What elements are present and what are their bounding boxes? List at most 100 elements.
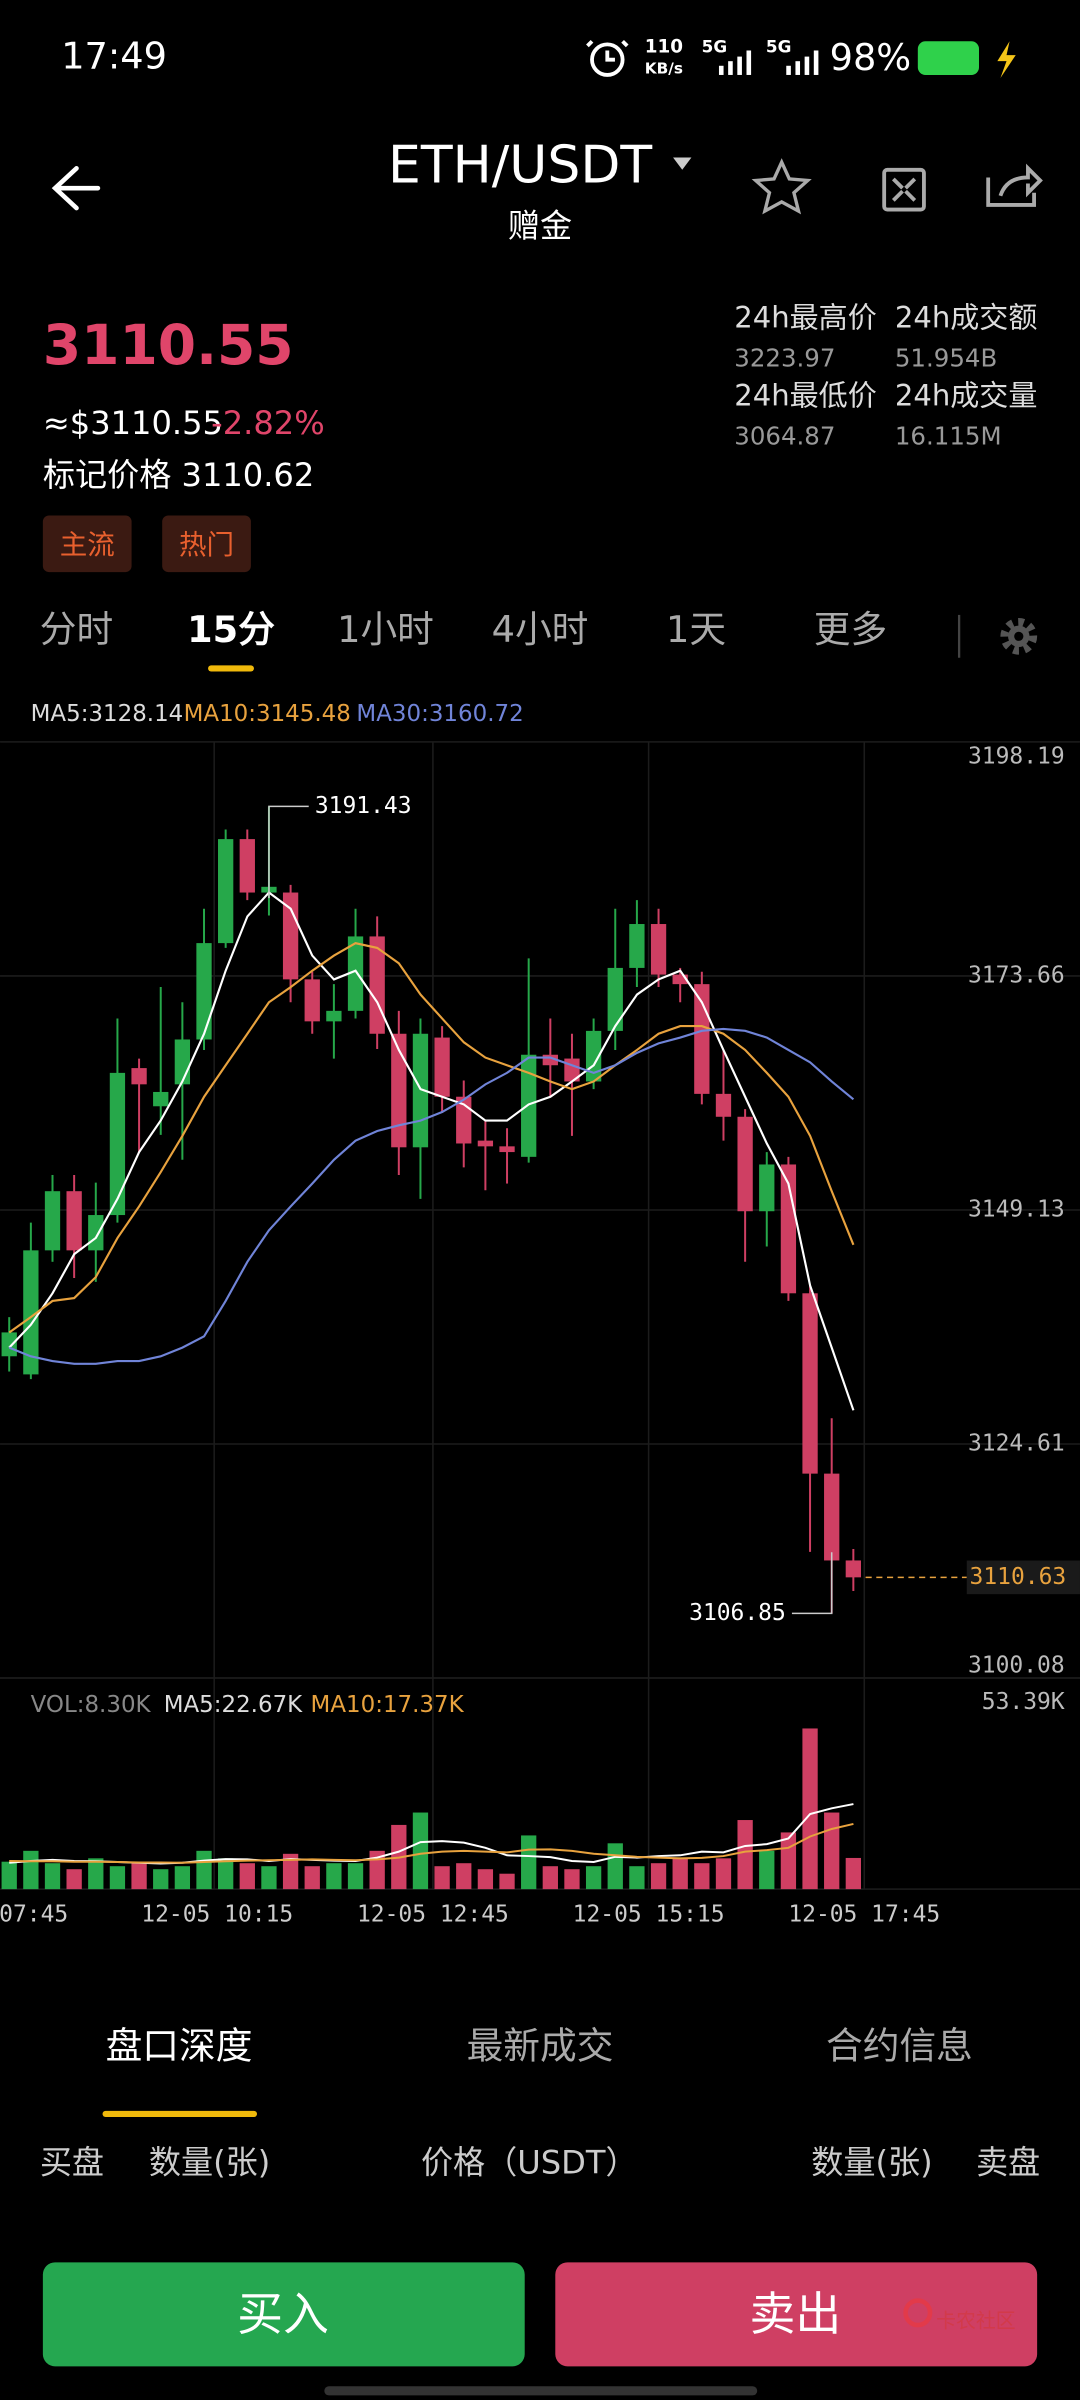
candle-body [715, 1093, 732, 1117]
watermark: 卡农社区 [936, 2309, 1016, 2332]
candle-body [347, 936, 364, 1011]
y-tick-label: 3149.13 [968, 1196, 1065, 1222]
stat-label: 24h最高价 [734, 301, 877, 335]
x-tick-label: 12-05 17:45 [788, 1902, 940, 1928]
volume-bar [672, 1858, 688, 1890]
dropdown-icon[interactable] [673, 157, 692, 170]
candle-body [672, 974, 688, 985]
candle-body [131, 1068, 147, 1085]
volume-bar [44, 1863, 61, 1890]
candle-body [650, 924, 667, 975]
interval-tab[interactable]: 1天 [666, 608, 726, 651]
column-header: 价格（USDT） [421, 2143, 638, 2181]
candle-body [218, 839, 234, 944]
tag-label: 主流 [60, 529, 115, 561]
volume-bar [412, 1812, 429, 1890]
net-speed-unit: KB/s [645, 59, 683, 77]
candle-body [109, 1072, 126, 1216]
buy-button[interactable] [42, 2262, 525, 2367]
interval-tab[interactable]: 1小时 [337, 608, 434, 651]
candle-body [759, 1164, 775, 1212]
volume-bar [261, 1866, 277, 1890]
price-chart: 3198.19 3173.66 3149.13 3124.61 3100.08 MA5:3… [0, 701, 1080, 1928]
candle-body [23, 1250, 39, 1375]
battery-level: 98% [830, 36, 912, 79]
volume-bar [521, 1835, 537, 1890]
column-header: 买盘 [40, 2143, 104, 2181]
candle-body [391, 1033, 407, 1148]
buy-label: 买入 [237, 2287, 329, 2341]
sell-button[interactable] [555, 2262, 1038, 2367]
x-tick-label: 07:45 [0, 1902, 68, 1928]
volume-bar [1, 1861, 17, 1890]
volume-bar [434, 1866, 450, 1890]
candle-body [434, 1037, 450, 1097]
volume-ma-line [9, 1822, 854, 1864]
stat-label: 24h成交量 [895, 379, 1038, 413]
volume-bar [759, 1850, 775, 1890]
back-button[interactable] [51, 165, 101, 211]
candle-body [629, 924, 645, 968]
section-tab-active[interactable]: 盘口深度 [106, 2025, 253, 2068]
volume-bar [477, 1869, 494, 1890]
last-price: 3110.55 [43, 313, 294, 377]
favorite-button[interactable] [751, 158, 812, 215]
share-button[interactable] [986, 163, 1043, 207]
stat-label: 24h成交额 [895, 301, 1038, 335]
price-change: -2.82% [211, 404, 325, 442]
candle-body [802, 1293, 818, 1474]
stat-value: 3223.97 [734, 343, 835, 372]
volume-bar [326, 1863, 342, 1890]
candle-body [196, 943, 212, 1040]
candle-body [282, 892, 299, 980]
pair-title[interactable]: ETH/USDT [388, 135, 652, 195]
legend-entry: MA10:3145.48 [184, 701, 351, 727]
settings-button[interactable] [1000, 617, 1038, 655]
y-tick-label: 3173.66 [968, 962, 1065, 988]
candle-body [542, 1054, 558, 1066]
volume-bar [715, 1858, 732, 1890]
high-label: 3191.43 [315, 793, 412, 819]
fullscreen-button[interactable] [882, 167, 926, 212]
stat-value: 3064.87 [734, 421, 835, 450]
net-type: 5G [766, 36, 792, 56]
ma-line [8, 891, 855, 1411]
interval-tab[interactable]: 分时 [40, 608, 113, 651]
volume-bar [66, 1869, 82, 1890]
section-tab[interactable]: 最新成交 [467, 2025, 614, 2068]
y-tick-label: 3100.08 [968, 1652, 1065, 1678]
tag [42, 515, 132, 573]
volume-bar [607, 1843, 623, 1890]
x-tick-label: 12-05 15:15 [573, 1902, 725, 1928]
tag [162, 515, 251, 573]
volume-bar [239, 1863, 255, 1890]
interval-tab[interactable]: 更多 [814, 608, 887, 651]
mark-price: 标记价格 3110.62 [43, 456, 314, 494]
volume-bar [780, 1832, 797, 1890]
stat-label: 24h最低价 [734, 379, 877, 413]
section-tab[interactable]: 合约信息 [826, 2025, 973, 2068]
volume-bar [456, 1863, 472, 1890]
interval-tab[interactable]: 4小时 [492, 608, 589, 651]
volume-bar [347, 1863, 364, 1890]
candle-body [845, 1560, 861, 1578]
volume-bar [564, 1869, 580, 1890]
candle-body [174, 1039, 191, 1085]
volume-bar [629, 1866, 645, 1890]
candle-body [607, 967, 623, 1031]
pair-subtitle: 赠金 [508, 207, 572, 245]
candle-body [44, 1191, 61, 1251]
candle-body [477, 1140, 494, 1147]
candle-body [66, 1191, 82, 1251]
legend-entry: MA10:17.37K [311, 1692, 465, 1718]
tab-indicator [102, 2110, 258, 2118]
interval-tab-active[interactable]: 15分 [187, 608, 275, 651]
volume-bar [88, 1858, 104, 1890]
candle-body [326, 1010, 342, 1022]
legend-entry: VOL:8.30K [31, 1692, 152, 1718]
volume-bar [542, 1866, 558, 1890]
clock: 17:49 [61, 35, 167, 78]
column-header: 数量(张) [149, 2143, 270, 2181]
